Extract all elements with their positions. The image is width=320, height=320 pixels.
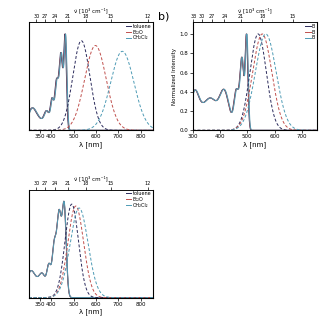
Legend: B, B, B: B, B, B [304,23,316,41]
X-axis label: λ [nm]: λ [nm] [79,308,102,315]
Legend: toluene, Et₂O, CH₂Cl₂: toluene, Et₂O, CH₂Cl₂ [125,23,152,41]
X-axis label: λ [nm]: λ [nm] [79,141,102,148]
X-axis label: ν̃ [10³ cm⁻¹]: ν̃ [10³ cm⁻¹] [74,175,108,181]
Legend: toluene, Et₂O, CH₂Cl₂: toluene, Et₂O, CH₂Cl₂ [125,191,152,208]
Text: b): b) [158,11,170,21]
X-axis label: ν̃ [10³ cm⁻¹]: ν̃ [10³ cm⁻¹] [238,8,272,13]
X-axis label: λ [nm]: λ [nm] [243,141,266,148]
X-axis label: ν̃ [10³ cm⁻¹]: ν̃ [10³ cm⁻¹] [74,8,108,13]
Y-axis label: Normalized Intensity: Normalized Intensity [172,48,177,105]
